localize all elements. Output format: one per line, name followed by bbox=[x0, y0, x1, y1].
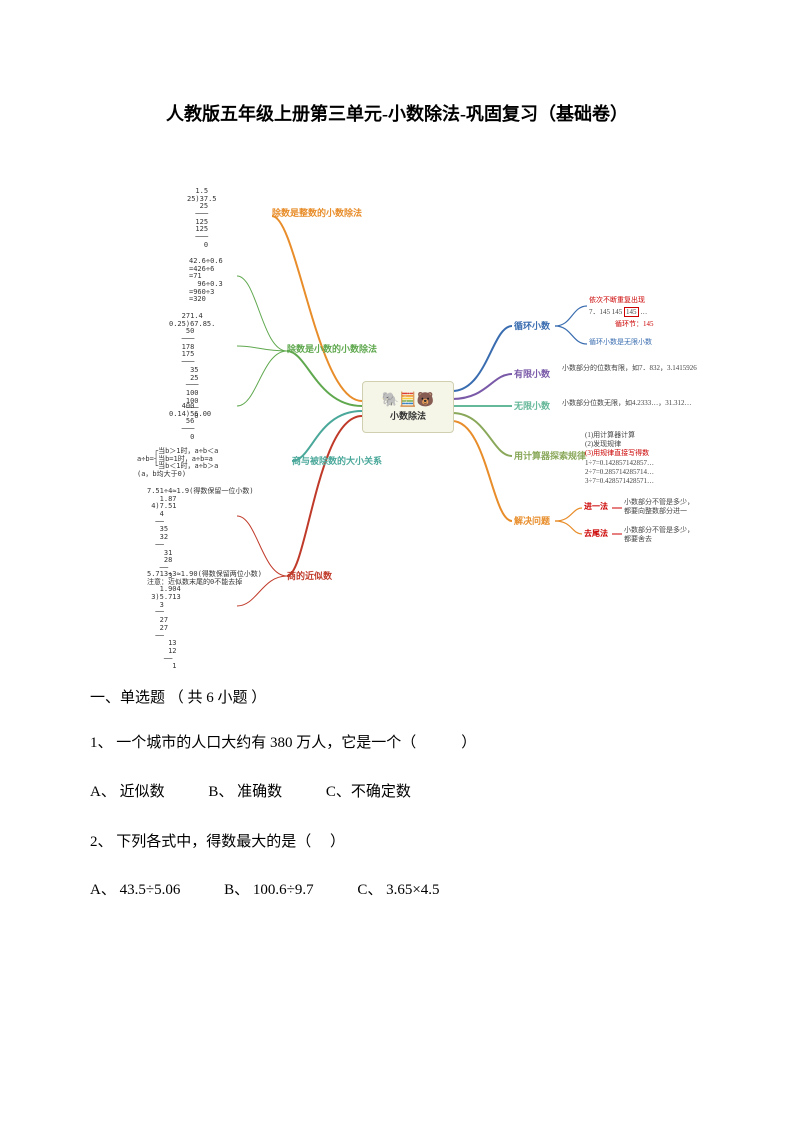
calc-approx2: 5.713÷3≈1.90(得数保留两位小数) 注意：近似数末尾的0不能去掉 1.… bbox=[147, 571, 262, 671]
right-b5-label: 解决问题 bbox=[514, 514, 550, 527]
calc-approx1: 7.51÷4≈1.9(得数保留一位小数) 1.87 4)7.51 4 ── 35… bbox=[147, 488, 254, 580]
calc-div1: 1.5 25)37.5 25 ─── 125 125 ─── 0 bbox=[187, 188, 217, 250]
page-title: 人教版五年级上册第三单元-小数除法-巩固复习（基础卷） bbox=[90, 100, 704, 126]
calc-rel: ┌当b＞1时，a÷b＜a a÷b=┤当b=1时，a÷b=a └当b＜1时，a÷b… bbox=[137, 448, 218, 479]
right-b5-s1d: 小数部分不管是多少，都要向整数部分进一 bbox=[624, 498, 694, 516]
left-b1-label: 除数是整数的小数除法 bbox=[272, 206, 362, 219]
calc-div3: 400 0.14)56.00 56 ─── 0 bbox=[169, 403, 211, 441]
question-1: 1、 一个城市的人口大约有 380 万人，它是一个（ ） bbox=[90, 732, 704, 755]
calc-eq1: 42.6÷0.6 =426÷6 =71 96÷0.3 =960÷3 =320 bbox=[189, 258, 223, 304]
right-b4-d3: (3)用规律直接写得数 bbox=[585, 449, 649, 458]
right-b2-d1: 小数部分的位数有限，如7．832，3.1415926 bbox=[562, 364, 697, 373]
section-1-header: 一、单选题 （ 共 6 小题 ） bbox=[90, 686, 704, 707]
right-b1-d3: 循环节：145 bbox=[615, 320, 654, 329]
right-b1-d2: 7．145 145 145 … bbox=[589, 308, 647, 317]
right-b4-d4: 1÷7=0.142857142857… bbox=[585, 459, 654, 468]
right-b1-d1: 依次不断重复出现 bbox=[589, 296, 645, 305]
right-b1-d4: 循环小数是无限小数 bbox=[589, 338, 652, 347]
mindmap: 🐘🧮🐻 小数除法 除数是整数的小数除法 除数是小数的小数除法 商与被除数的大小关… bbox=[117, 156, 677, 646]
right-b1-label: 循环小数 bbox=[514, 319, 550, 332]
right-b4-d1: (1)用计算器计算 bbox=[585, 431, 635, 440]
q2-option-a: A、 43.5÷5.06 bbox=[90, 878, 180, 899]
right-b4-d5: 2÷7=0.285714285714… bbox=[585, 468, 654, 477]
center-icons: 🐘🧮🐻 bbox=[382, 392, 434, 409]
right-b3-label: 无限小数 bbox=[514, 399, 550, 412]
left-b3-label: 商与被除数的大小关系 bbox=[292, 454, 382, 467]
q2-option-b: B、 100.6÷9.7 bbox=[224, 878, 314, 899]
right-b4-label: 用计算器探索规律 bbox=[514, 449, 586, 462]
left-b2-label: 除数是小数的小数除法 bbox=[287, 342, 377, 355]
right-b5-s2: 去尾法 bbox=[584, 528, 608, 539]
right-b5-s1: 进一法 bbox=[584, 501, 608, 512]
center-label: 小数除法 bbox=[390, 409, 426, 422]
q1-option-b: B、 准确数 bbox=[208, 780, 282, 801]
left-b4-label: 商的近似数 bbox=[287, 569, 332, 582]
right-b4-d6: 3÷7=0.428571428571… bbox=[585, 477, 654, 486]
question-2: 2、 下列各式中，得数最大的是（ ） bbox=[90, 831, 704, 854]
right-b2-label: 有限小数 bbox=[514, 367, 550, 380]
question-2-options: A、 43.5÷5.06 B、 100.6÷9.7 C、 3.65×4.5 bbox=[90, 878, 704, 899]
right-b5-s2d: 小数部分不管是多少，都要舍去 bbox=[624, 526, 694, 544]
center-node: 🐘🧮🐻 小数除法 bbox=[362, 381, 454, 433]
right-b4-d2: (2)发现规律 bbox=[585, 440, 621, 449]
question-1-options: A、 近似数 B、 准确数 C、不确定数 bbox=[90, 780, 704, 801]
q1-option-a: A、 近似数 bbox=[90, 780, 165, 801]
q1-option-c: C、不确定数 bbox=[326, 780, 411, 801]
right-b3-d1: 小数部分位数无限，如4.2333…，31.312… bbox=[562, 399, 692, 408]
q2-option-c: C、 3.65×4.5 bbox=[357, 878, 439, 899]
